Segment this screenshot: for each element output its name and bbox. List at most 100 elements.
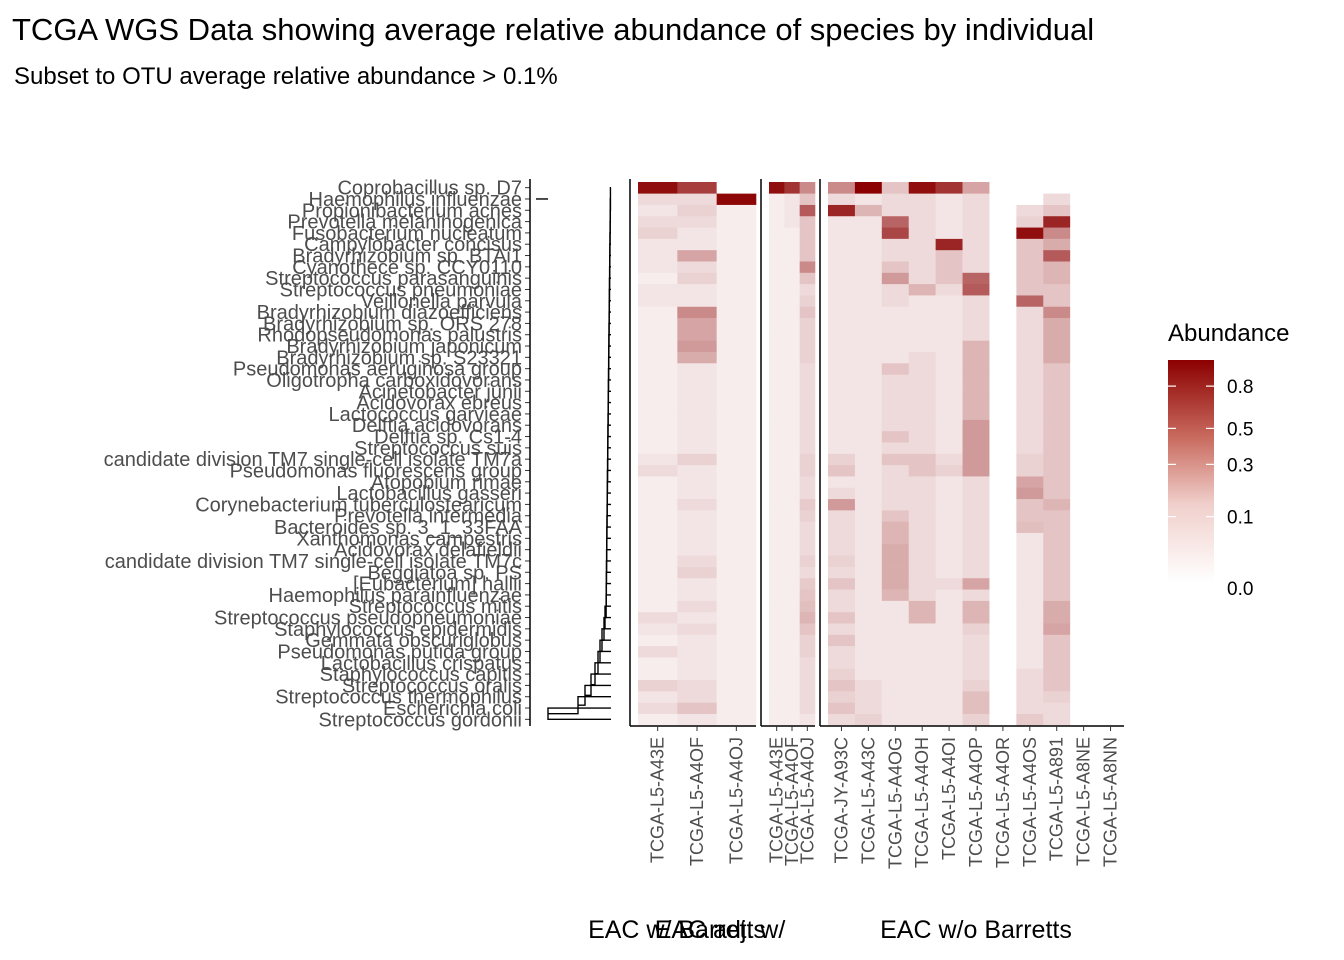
heatmap-cell [828,566,856,579]
heatmap-cell [769,396,785,409]
heatmap-cell [854,713,883,726]
heatmap-cell [881,510,910,522]
heatmap-cell [1016,430,1044,443]
heatmap-cell [881,544,910,556]
heatmap-cell [769,430,785,443]
heatmap-cell [638,634,678,647]
heatmap-cell [716,691,757,703]
heatmap-cell [1043,374,1071,386]
heatmap-cell [1043,363,1071,375]
heatmap-cell [784,193,800,205]
heatmap-cell [989,611,1017,624]
heatmap-cell [1097,476,1125,488]
heatmap-cell [962,182,990,194]
heatmap-cell [769,544,785,556]
heatmap-cell [1097,329,1125,341]
heatmap-cell [769,657,785,669]
heatmap-cell [1070,645,1098,658]
heatmap-cell [908,657,936,669]
heatmap-cell [799,702,816,714]
heatmap-cell [1016,374,1044,386]
heatmap-cell [1070,566,1098,579]
heatmap-cell [881,600,910,613]
heatmap-cell [828,634,856,647]
heatmap-cell [1043,408,1071,420]
heatmap-cell [989,657,1017,669]
heatmap-cell [1070,182,1098,194]
heatmap-cell [1070,283,1098,296]
panel-2: TCGA-JY-A93C TCGA-L5-A43C TCGA-L5-A4OG TCGA… [819,179,1125,944]
heatmap-cell [828,272,856,285]
heatmap-cell [962,566,990,579]
heatmap-cell [935,464,963,477]
heatmap-cell [854,589,883,601]
species-label: Rhodopseudomonas palustris [257,325,522,347]
heatmap-cell [1016,419,1044,432]
heatmap-cell [989,691,1017,703]
heatmap-cell [716,600,757,613]
heatmap-cell [677,295,717,307]
heatmap-cell [784,611,800,624]
heatmap-cell [1097,430,1125,443]
heatmap-cell [1016,713,1044,726]
heatmap-cell [1070,340,1098,352]
heatmap-cell [638,238,678,251]
heatmap-cell [1097,555,1125,567]
heatmap-cell [828,215,856,228]
heatmap-cell [1097,691,1125,703]
heatmap-cell [908,679,936,692]
heatmap-cell [1016,645,1044,658]
heatmap-cell [799,396,816,409]
heatmap-cell [854,668,883,681]
heatmap-cell [854,498,883,511]
heatmap-cell [908,204,936,217]
heatmap-cell [828,317,856,330]
heatmap-cell [828,295,856,307]
heatmap-cell [638,611,678,624]
heatmap-cell [828,544,856,556]
heatmap-cell [716,453,757,466]
heatmap-cell [716,487,757,500]
heatmap-cell [1043,340,1071,352]
heatmap-cell [1070,295,1098,307]
heatmap-cell [716,713,757,726]
heatmap-cell [989,227,1017,239]
panel-label: EAC w/ Barretts [588,916,766,944]
heatmap-cell [881,634,910,647]
species-label: candidate division TM7 single-cell isola… [104,449,523,471]
heatmap-cell [962,340,990,352]
heatmap-cell [828,713,856,726]
heatmap-cell [828,645,856,658]
heatmap-cell [638,329,678,341]
heatmap-cell [1097,408,1125,420]
legend-tick-label: 0.0 [1227,579,1253,600]
heatmap-cell [799,623,816,635]
heatmap-cell [799,510,816,522]
heatmap-cell [828,182,856,194]
heatmap-cell [908,295,936,307]
heatmap-cell [638,498,678,511]
heatmap-cell [799,215,816,228]
species-label: Bradyrhizobium diazoefficiens [257,302,522,324]
heatmap-cell [716,238,757,251]
heatmap-cell [881,329,910,341]
species-label: Streptococcus thermophilus [275,687,522,709]
heatmap-cell [799,419,816,432]
heatmap-cell [1016,215,1044,228]
heatmap-cell [677,713,717,726]
heatmap-cell [881,521,910,533]
heatmap-cell [1070,611,1098,624]
heatmap-cell [799,227,816,239]
heatmap-cell [828,193,856,205]
heatmap-cell [677,668,717,681]
heatmap-cell [1043,555,1071,567]
heatmap-cell [1070,317,1098,330]
heatmap-cell [935,351,963,364]
heatmap-cell [769,566,785,579]
heatmap-cell [989,634,1017,647]
heatmap-cell [1016,487,1044,500]
heatmap-cell [1016,611,1044,624]
heatmap-cell [908,261,936,273]
heatmap-cell [908,521,936,533]
heatmap-cell [1043,215,1071,228]
